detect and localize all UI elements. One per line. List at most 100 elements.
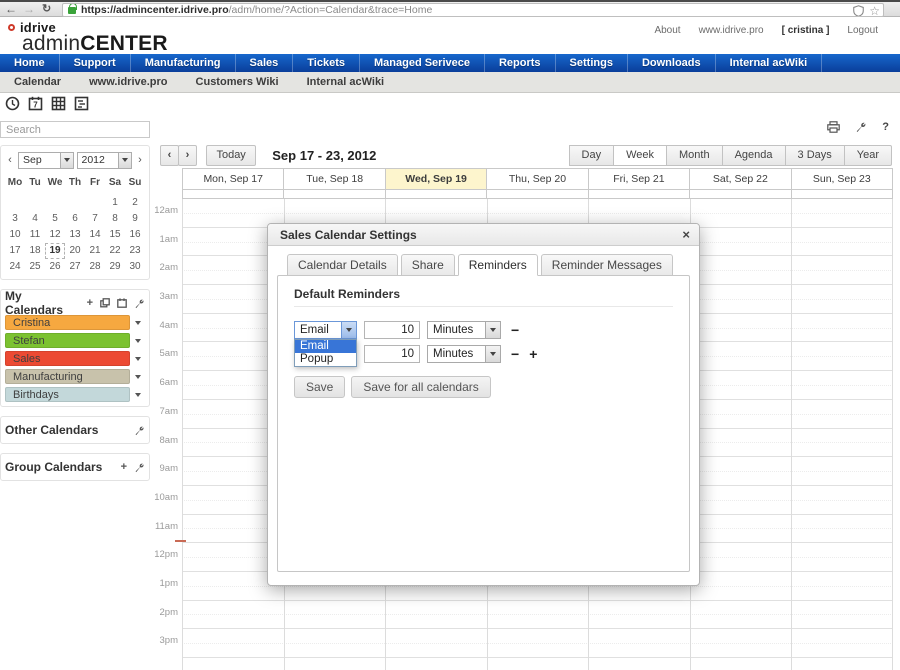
minical-day[interactable]: 9	[132, 213, 138, 224]
day-header-cell[interactable]: Wed, Sep 19	[384, 169, 487, 189]
calendar-label[interactable]: Birthdays	[5, 387, 130, 402]
allday-cell[interactable]	[790, 190, 892, 198]
minical-day[interactable]	[5, 195, 25, 211]
allday-cell[interactable]	[587, 190, 689, 198]
next-week-button[interactable]: ›	[178, 145, 197, 166]
minical-day[interactable]	[45, 195, 65, 211]
view-button[interactable]: Year	[843, 145, 892, 166]
minical-day[interactable]: 7	[92, 213, 98, 224]
minical-next-icon[interactable]: ›	[138, 154, 142, 166]
dialog-tab[interactable]: Reminder Messages	[540, 254, 673, 276]
dialog-tab[interactable]: Reminders	[457, 254, 538, 276]
remove-reminder-button[interactable]: −	[511, 346, 520, 362]
day-header-cell[interactable]: Sat, Sep 22	[689, 169, 790, 189]
chevron-down-icon[interactable]	[130, 392, 145, 397]
search-input[interactable]	[0, 121, 150, 138]
day-column[interactable]	[689, 199, 792, 670]
add-calendar-icon[interactable]: +	[86, 297, 93, 309]
minical-day[interactable]: 29	[109, 261, 121, 272]
chevron-down-icon[interactable]	[59, 152, 73, 168]
view-button[interactable]: Day	[568, 145, 615, 166]
chevron-down-icon[interactable]	[130, 338, 145, 343]
reminder-value-input[interactable]	[364, 321, 420, 339]
browser-back-icon[interactable]: ←	[5, 2, 17, 16]
copy-icon[interactable]	[100, 298, 110, 308]
day-header-cell[interactable]: Tue, Sep 18	[283, 169, 384, 189]
minical-day[interactable]: 3	[12, 213, 18, 224]
minical-day[interactable]: 25	[29, 261, 41, 272]
minical-day[interactable]: 2	[132, 197, 138, 208]
minical-year-select[interactable]: 2012	[76, 151, 132, 169]
minical-day[interactable]: 26	[49, 261, 61, 272]
close-icon[interactable]: ×	[682, 227, 690, 242]
dropdown-option[interactable]: Popup	[300, 353, 334, 365]
minical-day[interactable]	[85, 195, 105, 211]
minical-day[interactable]: 6	[72, 213, 78, 224]
chevron-down-icon[interactable]	[485, 346, 500, 362]
dialog-titlebar[interactable]: Sales Calendar Settings ×	[268, 224, 699, 246]
sub-nav-item[interactable]: Customers Wiki	[195, 76, 279, 88]
print-icon[interactable]	[827, 121, 841, 133]
hour-row[interactable]	[182, 629, 893, 658]
minical-day[interactable]: 24	[9, 261, 21, 272]
view-button[interactable]: 3 Days	[784, 145, 845, 166]
header-link[interactable]: About	[654, 25, 681, 36]
day-header-cell[interactable]: Mon, Sep 17	[182, 169, 283, 189]
day-header-cell[interactable]: Thu, Sep 20	[486, 169, 587, 189]
allday-cell[interactable]	[486, 190, 587, 198]
chevron-down-icon[interactable]	[130, 356, 145, 361]
minical-day[interactable]: 15	[109, 229, 121, 240]
help-icon[interactable]: ?	[882, 121, 889, 133]
minical-day[interactable]: 11	[29, 229, 41, 240]
minical-day[interactable]: 18	[29, 245, 41, 256]
save-button[interactable]: Save	[294, 376, 346, 398]
calendar-label[interactable]: Manufacturing	[5, 369, 130, 384]
notes-icon[interactable]	[74, 96, 89, 111]
calendar-label[interactable]: Cristina	[5, 315, 130, 330]
allday-cell[interactable]	[283, 190, 384, 198]
dialog-tab[interactable]: Share	[400, 254, 455, 276]
shield-icon[interactable]	[853, 5, 865, 17]
day-header-cell[interactable]: Fri, Sep 21	[587, 169, 689, 189]
minical-day[interactable]: 30	[129, 261, 141, 272]
main-nav-item[interactable]: Manufacturing	[131, 54, 236, 72]
main-nav-item[interactable]: Internal acWiki	[716, 54, 823, 72]
remove-reminder-button[interactable]: −	[511, 322, 520, 338]
hour-row[interactable]	[182, 601, 893, 630]
clock-icon[interactable]	[5, 96, 20, 111]
prev-week-button[interactable]: ‹	[160, 145, 179, 166]
settings-wrench-icon[interactable]	[134, 298, 145, 309]
add-calendar-icon[interactable]: +	[120, 461, 127, 473]
minical-month-select[interactable]: Sep	[18, 151, 74, 169]
main-nav-item[interactable]: Settings	[556, 54, 628, 72]
calendar-label[interactable]: Sales	[5, 351, 130, 366]
reminder-unit-select[interactable]: Minutes	[427, 321, 501, 339]
chevron-down-icon[interactable]	[130, 374, 145, 379]
minical-day[interactable]: 23	[129, 245, 141, 256]
minical-day[interactable]: 14	[89, 229, 101, 240]
minical-day[interactable]: 27	[69, 261, 81, 272]
main-nav-item[interactable]: Managed Serivece	[360, 54, 485, 72]
minical-day[interactable]: 20	[69, 245, 81, 256]
header-link[interactable]: www.idrive.pro	[698, 25, 764, 36]
minical-prev-icon[interactable]: ‹	[8, 154, 12, 166]
save-all-calendars-button[interactable]: Save for all calendars	[351, 376, 491, 398]
minical-day[interactable]: 19	[45, 243, 65, 259]
reminder-method-select[interactable]: Email	[294, 321, 357, 339]
allday-cell[interactable]	[689, 190, 790, 198]
chevron-down-icon[interactable]	[341, 322, 356, 338]
day-column[interactable]	[791, 199, 893, 670]
dropdown-option[interactable]: Email	[295, 340, 356, 353]
allday-cell[interactable]	[384, 190, 486, 198]
settings-wrench-icon[interactable]	[855, 121, 867, 133]
main-nav-item[interactable]: Sales	[236, 54, 294, 72]
chevron-down-icon[interactable]	[130, 320, 145, 325]
minical-day[interactable]: 12	[49, 229, 61, 240]
minical-day[interactable]: 22	[109, 245, 121, 256]
chevron-down-icon[interactable]	[118, 152, 131, 168]
main-nav-item[interactable]: Support	[60, 54, 131, 72]
day-header-cell[interactable]: Sun, Sep 23	[790, 169, 892, 189]
view-button[interactable]: Agenda	[721, 145, 786, 166]
minical-day[interactable]: 5	[52, 213, 58, 224]
table-icon[interactable]	[51, 96, 66, 111]
